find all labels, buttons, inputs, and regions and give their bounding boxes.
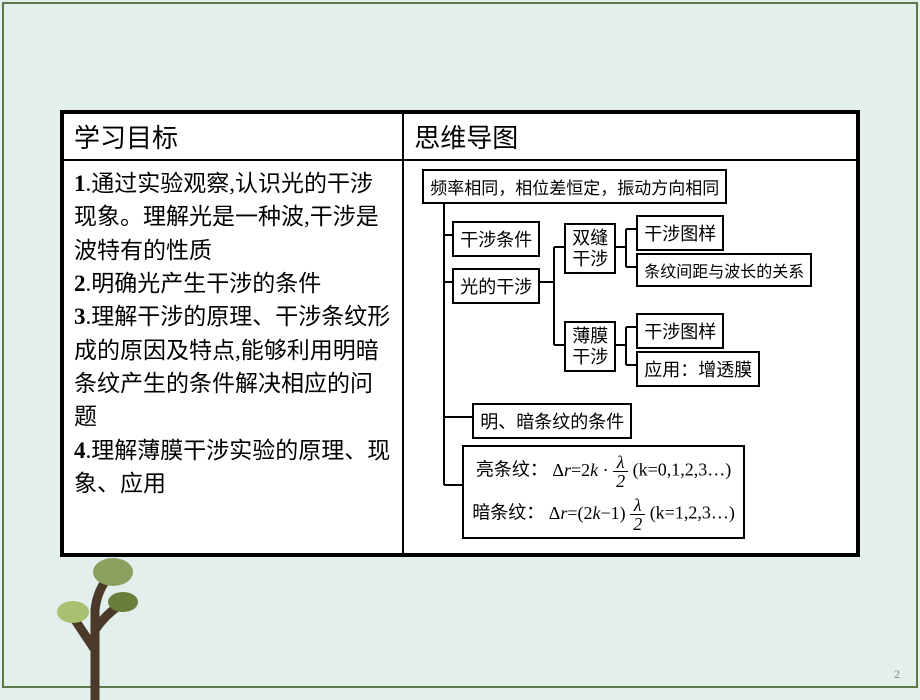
mm-film-c2: 应用：增透膜: [636, 351, 760, 387]
header-left: 学习目标: [62, 112, 403, 160]
mm-cond: 干涉条件: [452, 221, 540, 257]
main-table: 学习目标 思维导图 1.通过实验观察,认识光的干涉现象。理解光是一种波,干涉是波…: [60, 110, 860, 557]
obj-num-3: 3: [74, 304, 86, 329]
obj-text-1: .通过实验观察,认识光的干涉现象。理解光是一种波,干涉是波特有的性质: [74, 171, 379, 263]
header-row: 学习目标 思维导图: [62, 112, 858, 160]
content-row: 1.通过实验观察,认识光的干涉现象。理解光是一种波,干涉是波特有的性质 2.明确…: [62, 160, 858, 555]
mm-film: 薄膜 干涉: [564, 321, 616, 372]
mm-film-c1: 干涉图样: [636, 313, 724, 349]
objective-4: 4.理解薄膜干涉实验的原理、现象、应用: [74, 434, 392, 501]
mm-root: 光的干涉: [452, 268, 540, 304]
mm-top-box: 频率相同，相位差恒定，振动方向相同: [422, 169, 727, 204]
obj-text-2: .明确光产生干涉的条件: [86, 271, 322, 296]
formula-bright: 亮条纹： Δr=2k · λ2 (k=0,1,2,3…): [472, 453, 735, 490]
objectives-cell: 1.通过实验观察,认识光的干涉现象。理解光是一种波,干涉是波特有的性质 2.明确…: [62, 160, 403, 555]
mm-formula-box: 亮条纹： Δr=2k · λ2 (k=0,1,2,3…) 暗条纹： Δr=(2k…: [462, 445, 745, 539]
mindmap-cell: 频率相同，相位差恒定，振动方向相同 干涉条件 光的干涉 双缝 干涉 干涉图样 条…: [403, 160, 858, 555]
formula-dark: 暗条纹： Δr=(2k−1) λ2 (k=1,2,3…): [472, 496, 735, 533]
formula-dark-tail: (k=1,2,3…): [645, 503, 735, 523]
mm-cond-box: 明、暗条纹的条件: [472, 403, 632, 439]
formula-bright-tail: (k=0,1,2,3…): [628, 460, 731, 480]
obj-num-1: 1: [74, 171, 86, 196]
objective-1: 1.通过实验观察,认识光的干涉现象。理解光是一种波,干涉是波特有的性质: [74, 167, 392, 267]
formula-bright-expr: Δr=2k · λ2: [552, 460, 628, 480]
objective-2: 2.明确光产生干涉的条件: [74, 267, 392, 300]
obj-text-3: .理解干涉的原理、干涉条纹形成的原因及特点,能够利用明暗条纹产生的条件解决相应的…: [74, 304, 390, 429]
objective-3: 3.理解干涉的原理、干涉条纹形成的原因及特点,能够利用明暗条纹产生的条件解决相应…: [74, 300, 392, 433]
obj-text-4: .理解薄膜干涉实验的原理、现象、应用: [74, 438, 390, 496]
formula-bright-label: 亮条纹：: [476, 460, 548, 480]
obj-num-2: 2: [74, 271, 86, 296]
header-right: 思维导图: [403, 112, 858, 160]
page-number: 2: [894, 667, 900, 682]
mm-double-c2: 条纹间距与波长的关系: [636, 253, 812, 287]
mm-double: 双缝 干涉: [564, 223, 616, 274]
formula-dark-expr: Δr=(2k−1) λ2: [549, 503, 645, 523]
mm-double-c1: 干涉图样: [636, 215, 724, 251]
formula-dark-label: 暗条纹：: [472, 503, 544, 523]
obj-num-4: 4: [74, 438, 86, 463]
mindmap: 频率相同，相位差恒定，振动方向相同 干涉条件 光的干涉 双缝 干涉 干涉图样 条…: [414, 167, 844, 547]
tree-decoration: [55, 550, 145, 700]
